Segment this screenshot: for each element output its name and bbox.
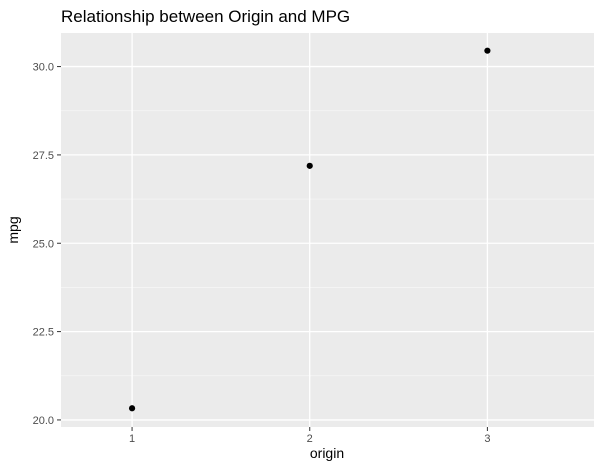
chart-title: Relationship between Origin and MPG	[61, 7, 350, 26]
data-points	[128, 47, 491, 412]
data-point	[306, 162, 313, 169]
y-tick-label: 25.0	[33, 238, 54, 250]
x-axis-tick-labels: 1 2 3	[129, 433, 490, 445]
minor-gridlines	[61, 110, 594, 377]
x-axis-title: origin	[310, 445, 344, 461]
x-tick-label: 2	[307, 433, 313, 445]
data-point	[128, 405, 136, 412]
x-tick-label: 3	[484, 433, 490, 445]
y-tick-label: 20.0	[33, 415, 54, 427]
y-tick-label: 27.5	[33, 150, 54, 162]
y-tick-label: 30.0	[33, 62, 54, 74]
y-tick-label: 22.5	[33, 327, 54, 339]
y-axis-tick-labels: 20.0 22.5 25.0 27.5 30.0	[33, 62, 54, 427]
plot-panel	[61, 33, 594, 427]
data-point	[484, 47, 491, 54]
x-tick-label: 1	[129, 433, 135, 445]
y-axis-title: mpg	[5, 216, 21, 243]
y-axis-ticks	[57, 66, 61, 421]
major-gridlines	[61, 33, 594, 427]
x-axis-ticks	[131, 427, 488, 431]
